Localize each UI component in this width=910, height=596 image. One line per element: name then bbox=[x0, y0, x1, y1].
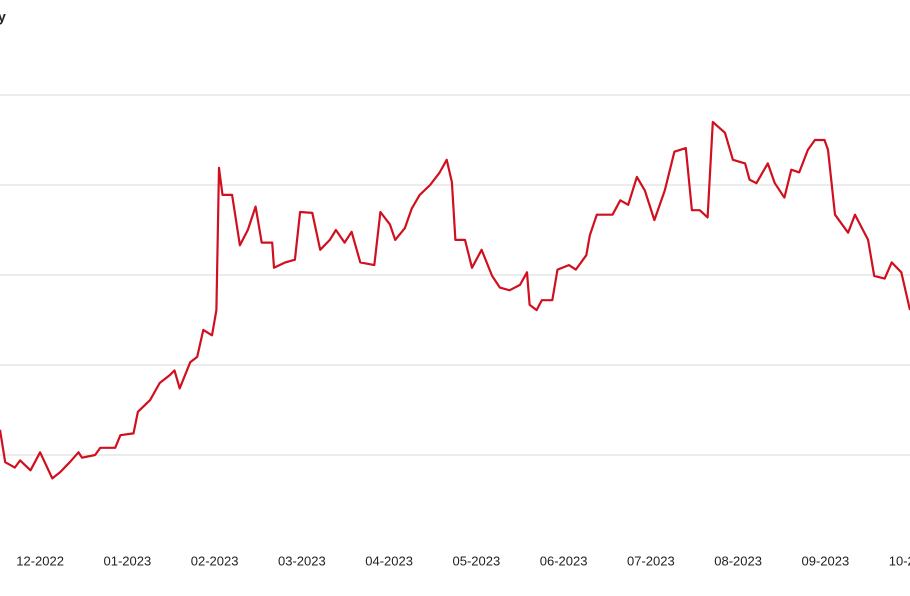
x-tick-label: 08-2023 bbox=[714, 553, 762, 568]
x-tick-label: 10-2023 bbox=[889, 553, 910, 568]
data-line bbox=[0, 120, 910, 480]
x-tick-label: 05-2023 bbox=[453, 553, 501, 568]
x-tick-label: 03-2023 bbox=[278, 553, 326, 568]
x-tick-label: 09-2023 bbox=[802, 553, 850, 568]
x-tick-label: 04-2023 bbox=[365, 553, 413, 568]
x-tick-label: 06-2023 bbox=[540, 553, 588, 568]
x-tick-label: 02-2023 bbox=[191, 553, 239, 568]
chart-title: y bbox=[0, 9, 6, 25]
x-tick-label: 07-2023 bbox=[627, 553, 675, 568]
x-tick-label: 01-2023 bbox=[104, 553, 152, 568]
x-tick-label: 12-2022 bbox=[16, 553, 64, 568]
